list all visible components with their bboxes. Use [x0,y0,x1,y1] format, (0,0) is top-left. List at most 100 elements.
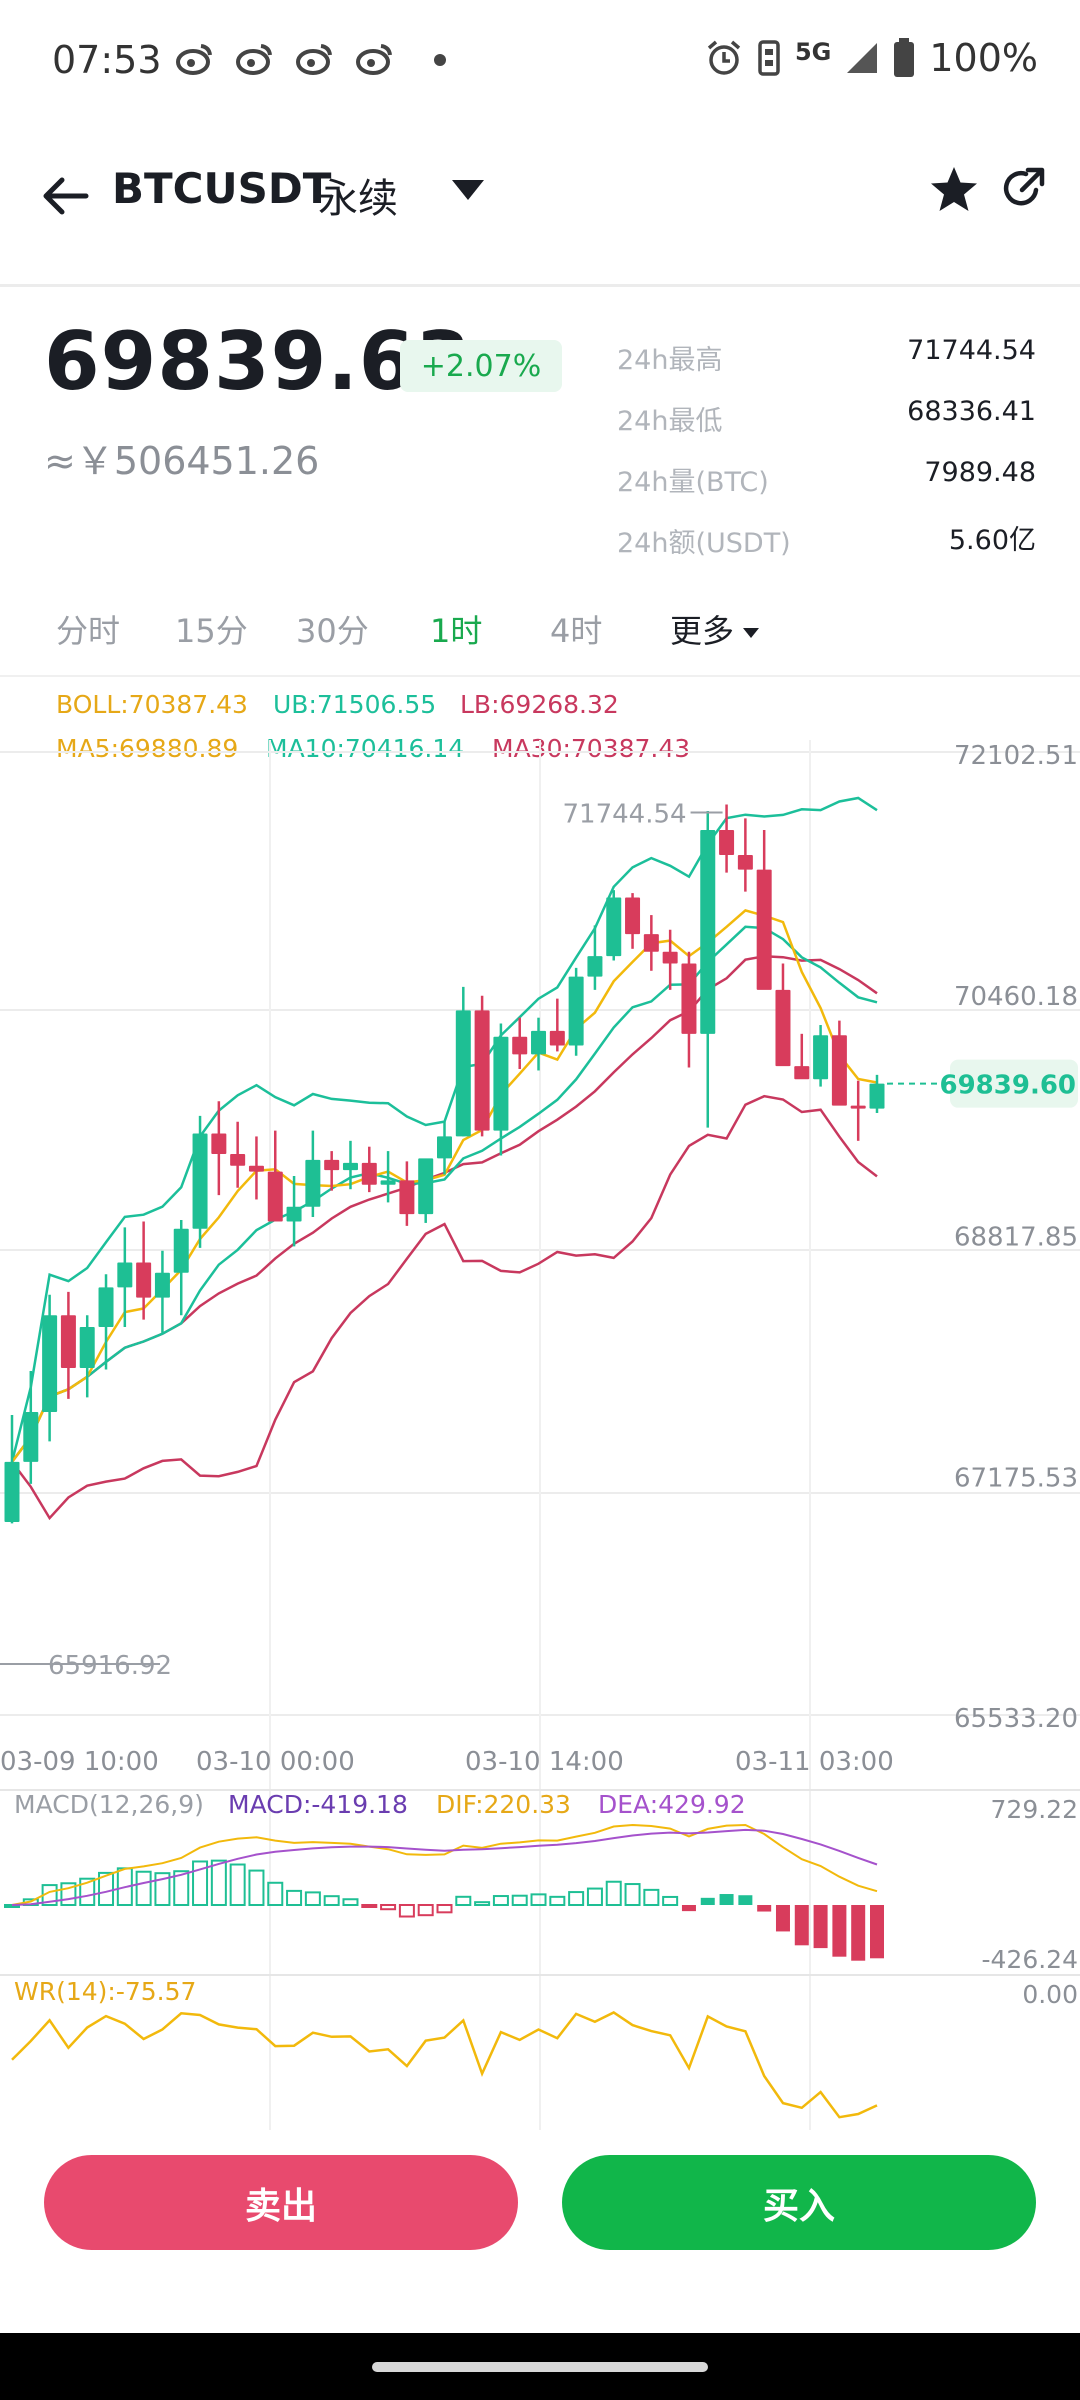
legend-ma30: MA30:70387.43 [492,734,691,763]
tab-4h[interactable]: 4时 [550,612,603,650]
candle-body [267,1171,283,1222]
legend-lb: LB:69268.32 [460,690,619,719]
candle-body [305,1159,321,1207]
y-axis-label: 65533.20 [954,1704,1078,1734]
x-axis-label: 03-11 03:00 [735,1747,894,1777]
tab-timeshare[interactable]: 分时 [56,612,121,650]
y-axis-label: 68817.85 [954,1223,1078,1253]
candle-body [4,1461,20,1522]
macd-bar [605,1880,622,1906]
stat-value-low: 68336.41 [907,396,1036,427]
legend-ma10: MA10:70416.14 [266,734,465,763]
arrow-left-icon[interactable] [40,170,92,222]
battery-level: 100% [929,36,1038,80]
stat-value-turnover: 5.60亿 [948,525,1036,556]
candle-body [98,1287,114,1328]
macd-bar [135,1870,152,1906]
macd-bar [98,1871,115,1907]
home-gesture-pill[interactable] [372,2362,708,2372]
buy-button[interactable]: 买入 [562,2155,1036,2250]
candle-body [418,1158,434,1215]
sell-button[interactable]: 卖出 [44,2155,518,2250]
tab-15m[interactable]: 15分 [175,612,248,650]
candle-body [399,1180,415,1215]
change-badge: +2.07% [400,340,562,392]
macd-bar [474,1901,491,1907]
legend-ub: UB:71506.55 [273,690,437,719]
candle-body [549,1030,565,1046]
candle-body [737,854,753,870]
stat-label-low: 24h最低 [617,406,723,437]
stat-value-high: 71744.54 [907,335,1036,366]
candle-body [42,1315,58,1413]
macd-bar [60,1882,77,1906]
weibo-icon [296,44,332,75]
stat-label-turnover: 24h额(USDT) [617,528,791,559]
contract-type[interactable]: 永续 [318,176,398,222]
tab-1h[interactable]: 1时 [430,612,483,650]
candle-body [869,1083,885,1109]
chart-markers: 71744.54 65916.92 69839.60 [0,800,1078,1681]
candle-body [173,1228,189,1273]
stat-value-volume: 7989.48 [924,457,1036,488]
candle-body [324,1159,340,1171]
candle-body [117,1262,133,1288]
macd-bar [361,1904,378,1908]
candle-body [700,830,716,1034]
vibrate-icon [758,40,780,76]
candle-body [474,1010,490,1131]
legend-dif: DIF:220.33 [436,1790,571,1819]
symbol-name[interactable]: BTCUSDT [112,164,332,213]
x-axis-label: 03-10 00:00 [196,1747,355,1777]
wr-panel: 0.00 [11,1980,1078,2119]
macd-axis-label: -426.24 [982,1945,1079,1974]
signal-icon [847,43,878,73]
y-axis: 72102.51 70460.18 68817.85 67175.53 65533.20 [954,741,1078,1734]
candle-body [813,1035,829,1080]
macd-bar [192,1860,209,1907]
x-axis: 03-09 10:00 03-10 00:00 03-10 14:00 03-11 0… [0,1747,894,1777]
candle-body [662,951,678,964]
macd-bar [832,1905,847,1957]
candle-body [211,1133,227,1155]
candle-body [831,1035,847,1106]
ma10-line [11,925,878,1463]
macd-bar [492,1895,509,1906]
kline-chart[interactable]: 72102.51 70460.18 68817.85 67175.53 65533.20… [0,680,1080,2140]
current-price-badge [950,1059,1078,1108]
macd-bar [757,1905,772,1912]
y-axis-label: 67175.53 [954,1463,1078,1493]
stat-label-volume: 24h量(BTC) [617,467,769,498]
status-time: 07:53 [52,38,162,82]
top-bar: BTCUSDT 永续 [0,140,1080,250]
status-right: 5G 100% [705,36,1038,80]
legend-wr: WR(14):-75.57 [14,1977,197,2006]
x-axis-label: 03-10 14:00 [465,1747,624,1777]
legend-dea: DEA:429.92 [598,1790,746,1819]
low-marker-label: 65916.92 [48,1651,172,1681]
candle-body [625,897,641,935]
caret-down-icon[interactable] [450,178,486,202]
share-icon[interactable] [1000,166,1046,212]
tab-more[interactable]: 更多 [670,606,760,652]
macd-bar [851,1905,866,1961]
x-axis-label: 03-09 10:00 [0,1747,159,1777]
star-icon[interactable] [928,164,980,216]
macd-bar [173,1870,190,1907]
candle-body [79,1327,95,1369]
macd-bar [286,1889,303,1907]
tab-30m[interactable]: 30分 [296,612,369,650]
macd-bar [342,1898,359,1907]
candle-body [850,1105,866,1109]
candle-body [248,1165,264,1172]
macd-bar [79,1877,96,1907]
candle-body [643,934,659,952]
ma30-line [11,955,878,1463]
y-axis-label: 72102.51 [954,741,1078,771]
macd-axis-label: 729.22 [991,1795,1078,1824]
dif-line [11,1823,878,1906]
candle-body [775,989,791,1067]
macd-bar [662,1895,679,1907]
macd-bar [530,1893,547,1907]
candle-body [512,1036,528,1055]
